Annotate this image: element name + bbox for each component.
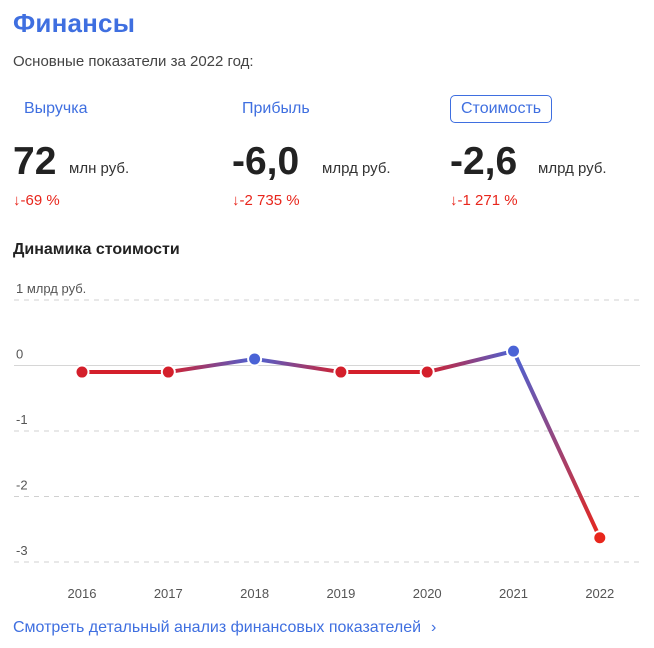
data-point [592, 530, 608, 546]
x-tick-label: 2020 [413, 586, 442, 601]
x-tick-label: 2022 [585, 586, 614, 601]
page-subtitle: Основные показатели за 2022 год: [13, 53, 254, 70]
value-unit: млрд руб. [538, 160, 607, 177]
x-tick-label: 2017 [154, 586, 183, 601]
y-tick-label: -3 [16, 543, 28, 558]
data-point [333, 364, 349, 380]
value-change: ↓-1 271 % [450, 192, 518, 209]
y-tick-label: -1 [16, 412, 28, 427]
data-point [506, 343, 521, 359]
series-line-segment [511, 349, 602, 540]
data-point [160, 364, 176, 380]
x-tick-label: 2019 [326, 586, 355, 601]
value-dynamics-chart: 1 млрд руб. 0 -1 -2 -3 2016 2017 2018 2019 2020 20… [14, 281, 640, 601]
revenue-unit: млн руб. [69, 160, 130, 177]
page-title: Финансы [13, 8, 136, 38]
y-tick-label: -2 [16, 478, 28, 493]
series-line-segment [425, 349, 516, 375]
x-tick-label: 2016 [68, 586, 97, 601]
revenue-value: 72 [13, 140, 57, 183]
profit-value: -6,0 [232, 140, 300, 183]
series-line-segment [252, 356, 343, 375]
series-line-segment [166, 356, 257, 375]
x-tick-label: 2021 [499, 586, 528, 601]
chart-section-title: Динамика стоимости [13, 241, 180, 258]
value-value: -2,6 [450, 140, 518, 183]
detailed-analysis-link[interactable]: Смотреть детальный анализ финансовых пок… [13, 619, 436, 637]
profit-unit: млрд руб. [322, 160, 391, 177]
data-point [419, 364, 435, 380]
y-tick-label: 1 млрд руб. [16, 281, 86, 296]
x-tick-label: 2018 [240, 586, 269, 601]
tab-profit[interactable]: Прибыль [242, 100, 310, 117]
tab-revenue[interactable]: Выручка [24, 100, 88, 117]
revenue-change: ↓-69 % [13, 192, 60, 209]
y-tick-label: 0 [16, 347, 23, 362]
tab-value[interactable]: Стоимость [450, 95, 553, 123]
detailed-analysis-link-label: Смотреть детальный анализ финансовых пок… [13, 619, 422, 636]
chevron-right-icon: › [431, 619, 437, 636]
data-point [74, 364, 90, 380]
profit-change: ↓-2 735 % [232, 192, 300, 209]
data-point [247, 351, 263, 367]
